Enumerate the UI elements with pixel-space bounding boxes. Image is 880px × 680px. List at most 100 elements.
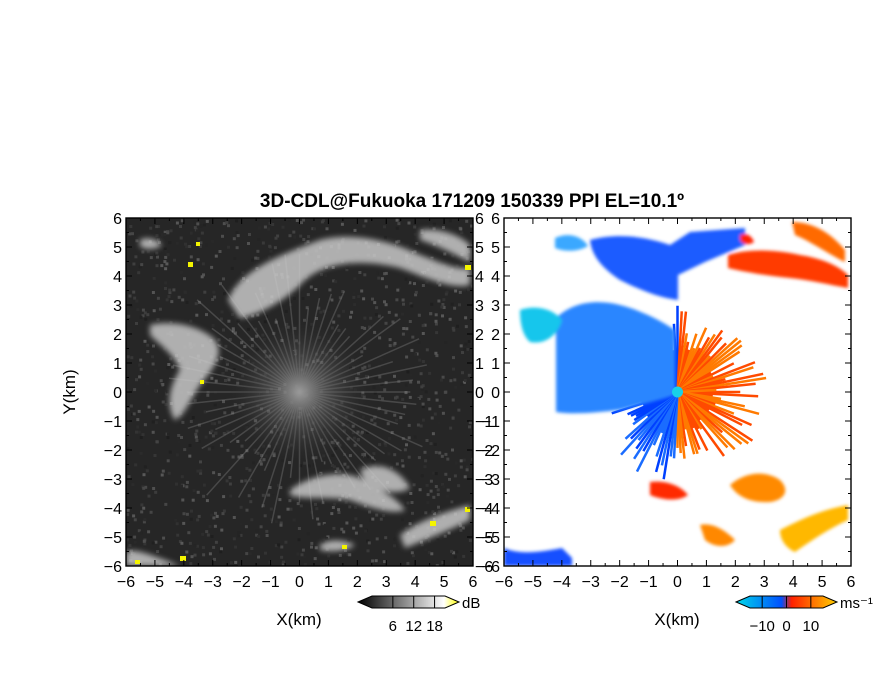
noise-pixel [185, 480, 189, 484]
noise-pixel [444, 292, 448, 296]
noise-pixel [411, 511, 414, 515]
noise-pixel [190, 509, 193, 513]
noise-pixel [213, 403, 217, 407]
noise-pixel [334, 280, 338, 284]
noise-pixel [370, 454, 374, 457]
noise-pixel [299, 464, 303, 468]
noise-pixel [384, 443, 388, 447]
noise-pixel [358, 271, 362, 274]
noise-pixel [426, 456, 430, 460]
noise-pixel [424, 548, 428, 552]
noise-pixel [166, 231, 170, 235]
chart-title: 3D-CDL@Fukuoka 171209 150339 PPI EL=10.1… [260, 191, 684, 212]
noise-pixel [138, 265, 142, 269]
noise-pixel [135, 299, 139, 303]
noise-pixel [279, 521, 283, 525]
noise-pixel [340, 222, 344, 226]
noise-pixel [214, 511, 217, 515]
noise-pixel [462, 458, 466, 462]
noise-pixel [342, 530, 346, 534]
noise-pixel [461, 351, 464, 354]
y-tick-label: −2 [475, 443, 493, 460]
colorbar-tick-label: −10 [749, 618, 774, 635]
noise-pixel [225, 360, 229, 364]
noise-pixel [139, 436, 143, 439]
noise-pixel [264, 551, 267, 555]
noise-pixel [169, 357, 173, 361]
noise-pixel [237, 455, 241, 459]
noise-pixel [263, 320, 267, 324]
noise-pixel [353, 228, 357, 232]
noise-pixel [438, 510, 442, 514]
noise-pixel [431, 510, 435, 514]
noise-pixel [467, 373, 471, 377]
noise-pixel [126, 432, 130, 436]
noise-pixel [287, 218, 291, 222]
noise-pixel [432, 512, 436, 516]
noise-pixel [375, 271, 379, 275]
noise-pixel [322, 309, 326, 313]
noise-pixel [206, 533, 210, 537]
noise-pixel [305, 306, 309, 310]
noise-pixel [156, 296, 160, 300]
noise-pixel [371, 456, 374, 460]
noise-pixel [348, 553, 352, 557]
noise-pixel [424, 511, 428, 515]
noise-pixel [377, 365, 381, 369]
noise-pixel [417, 380, 420, 384]
noise-pixel [435, 564, 439, 566]
noise-pixel [382, 550, 386, 554]
noise-pixel [471, 457, 473, 461]
noise-pixel [255, 533, 259, 537]
noise-pixel [468, 425, 471, 429]
noise-pixel [384, 321, 388, 325]
noise-pixel [354, 531, 358, 535]
noise-pixel [315, 507, 319, 511]
noise-pixel [320, 461, 324, 465]
noise-pixel [345, 265, 349, 269]
echo-field [126, 218, 473, 566]
noise-pixel [409, 302, 413, 306]
noise-pixel [301, 548, 305, 552]
noise-pixel [210, 535, 214, 538]
noise-pixel [459, 459, 463, 463]
noise-pixel [410, 501, 414, 504]
noise-pixel [225, 479, 229, 483]
noise-pixel [327, 300, 331, 304]
noise-pixel [378, 375, 382, 379]
noise-pixel [137, 409, 141, 413]
noise-pixel [183, 290, 187, 294]
noise-pixel [352, 291, 356, 295]
noise-pixel [324, 274, 328, 278]
noise-pixel [388, 437, 391, 440]
noise-pixel [189, 319, 193, 323]
noise-pixel [248, 233, 251, 236]
noise-pixel [189, 559, 193, 562]
noise-pixel [395, 418, 398, 422]
noise-pixel [356, 430, 360, 434]
noise-pixel [300, 553, 304, 557]
noise-pixel [268, 244, 272, 248]
noise-pixel [353, 303, 357, 307]
noise-pixel [356, 438, 360, 442]
noise-pixel [347, 538, 350, 542]
noise-pixel [196, 518, 200, 522]
x-tick-label: 1 [324, 574, 333, 591]
x-tick-label: −5 [524, 574, 542, 591]
noise-pixel [201, 262, 205, 266]
noise-pixel [419, 372, 423, 376]
noise-pixel [147, 405, 151, 409]
noise-pixel [421, 332, 425, 335]
noise-pixel [411, 335, 415, 339]
noise-pixel [220, 528, 224, 532]
noise-pixel [164, 537, 168, 541]
noise-pixel [434, 450, 438, 454]
noise-pixel [199, 224, 203, 228]
noise-pixel [410, 304, 414, 308]
noise-pixel [397, 239, 401, 243]
noise-pixel [154, 540, 158, 544]
noise-pixel [263, 225, 267, 229]
y-axis-label: Y(km) [60, 369, 79, 414]
noise-pixel [278, 498, 282, 502]
noise-pixel [380, 277, 384, 281]
